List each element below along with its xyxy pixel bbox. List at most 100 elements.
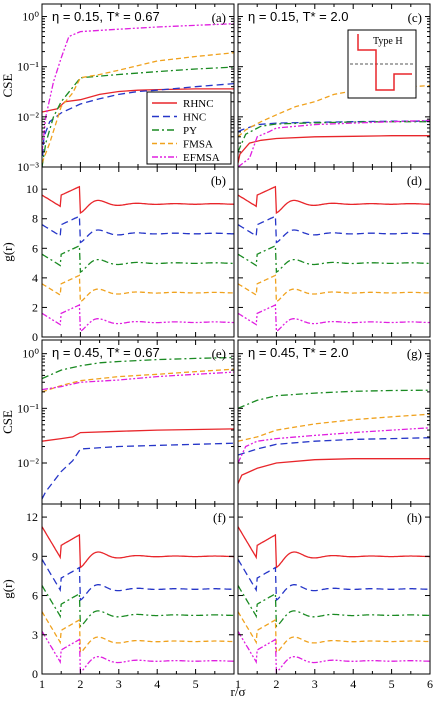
x-tick-label: 4 <box>350 677 356 691</box>
panel-tag: (g) <box>407 346 422 361</box>
x-tick-label: 2 <box>273 677 279 691</box>
x-axis-label: r/σ <box>231 684 246 699</box>
series-efmsa <box>42 371 234 391</box>
series-py <box>42 585 234 628</box>
y-tick-label: 10⁻² <box>17 110 39 124</box>
panel-tag: (h) <box>407 510 422 525</box>
legend-label-fmsa: FMSA <box>183 139 213 151</box>
series-group <box>238 185 430 333</box>
panel-e: 10⁻² 10⁻¹ 10⁰ CSE η = 0.45, T* = 0.67 (e) <box>0 339 235 505</box>
y-tick-label: 2 <box>32 300 38 314</box>
panel-d: (d) <box>237 166 431 338</box>
y-tick-label: 0 <box>32 330 38 344</box>
panel-c: η = 0.15, T* = 2.0 (c) Type H <box>237 3 431 168</box>
y-tick-label: 4 <box>32 271 38 285</box>
x-tick-label: 4 <box>154 677 160 691</box>
y-tick-label: 10⁻² <box>17 456 39 470</box>
x-tick-label: 1 <box>235 677 241 691</box>
series-fmsa <box>42 368 234 393</box>
y-tick-label: 10⁰ <box>22 347 39 361</box>
y-tick-label: 0 <box>32 667 38 681</box>
y-tick-label: 9 <box>32 549 38 563</box>
series-rhnc <box>42 88 234 113</box>
panel-tag: (c) <box>408 10 422 25</box>
x-tick-label: 2 <box>77 677 83 691</box>
x-tick-label: 5 <box>193 677 199 691</box>
series-rhnc <box>238 458 430 484</box>
panel-title: η = 0.15, T* = 2.0 <box>248 9 348 24</box>
series-hnc <box>42 442 234 500</box>
series-fmsa <box>42 274 234 303</box>
legend-box <box>146 91 232 165</box>
series-rhnc <box>42 428 234 442</box>
x-tick-label: 3 <box>312 677 318 691</box>
series-group <box>238 526 430 674</box>
y-axis-label: g(r) <box>0 242 15 262</box>
y-tick-label: 10⁻³ <box>17 160 39 174</box>
inset-label: Type H <box>373 36 403 47</box>
y-axis-label: CSE <box>0 74 15 98</box>
panel-g: η = 0.45, T* = 2.0 (g) <box>237 339 431 505</box>
series-hnc <box>238 559 430 602</box>
x-tick-label: 5 <box>389 677 395 691</box>
panel-title: η = 0.45, T* = 0.67 <box>52 345 160 360</box>
series-efmsa <box>238 427 430 464</box>
series-fmsa <box>238 413 430 442</box>
series-rhnc <box>238 185 430 215</box>
series-hnc <box>238 437 430 456</box>
y-axis-label: CSE <box>0 410 15 434</box>
panel-h: (h) 1 2 3 4 5 6 <box>235 503 433 691</box>
panel-title: η = 0.45, T* = 2.0 <box>248 345 348 360</box>
panel-tag: (b) <box>211 173 226 188</box>
panel-tag: (e) <box>212 346 226 361</box>
y-tick-label: 10 <box>26 182 38 196</box>
series-group <box>42 23 234 167</box>
series-efmsa <box>238 630 430 674</box>
series-rhnc <box>238 526 430 569</box>
panel-a: 10⁻³ 10⁻² 10⁻¹ 10⁰ CSE η = 0.15, T* = 0.67 (a)… <box>0 3 235 174</box>
plot-frame <box>237 166 431 338</box>
y-tick-label: 10⁰ <box>22 10 39 24</box>
series-py <box>42 66 234 167</box>
legend-label-rhnc: RHNC <box>183 98 214 110</box>
y-tick-label: 12 <box>26 510 38 524</box>
y-tick-label: 3 <box>32 628 38 642</box>
series-hnc <box>42 82 234 167</box>
legend-label-efmsa: EFMSA <box>183 152 220 164</box>
plot-frame <box>41 166 235 338</box>
series-py <box>238 389 430 409</box>
y-tick-label: 8 <box>32 212 38 226</box>
series-efmsa <box>238 119 430 167</box>
series-py <box>238 585 430 628</box>
y-axis-label: g(r) <box>0 579 15 599</box>
panel-tag: (a) <box>212 10 226 25</box>
series-fmsa <box>238 274 430 303</box>
series-py <box>42 244 234 274</box>
inset-potential <box>357 34 412 91</box>
series-hnc <box>238 215 430 244</box>
series-hnc <box>42 559 234 602</box>
series-efmsa <box>42 23 234 152</box>
series-group <box>42 526 234 674</box>
panel-b: 0 2 4 6 8 10 g(r) (b) <box>0 166 235 344</box>
panel-tag: (f) <box>213 510 226 525</box>
legend-label-py: PY <box>183 125 197 137</box>
panel-title: η = 0.15, T* = 0.67 <box>52 9 160 24</box>
series-hnc <box>42 215 234 244</box>
series-rhnc <box>42 526 234 569</box>
series-rhnc <box>238 135 430 164</box>
series-fmsa <box>42 611 234 654</box>
y-tick-label: 10⁻¹ <box>17 60 39 74</box>
series-group <box>42 356 234 500</box>
series-rhnc <box>42 185 234 215</box>
plot-frame <box>41 339 235 505</box>
panel-tag: (d) <box>407 173 422 188</box>
series-py <box>238 121 430 153</box>
x-tick-label: 3 <box>116 677 122 691</box>
y-tick-label: 6 <box>32 589 38 603</box>
series-py <box>238 244 430 274</box>
series-fmsa <box>238 611 430 654</box>
series-efmsa <box>42 303 234 333</box>
